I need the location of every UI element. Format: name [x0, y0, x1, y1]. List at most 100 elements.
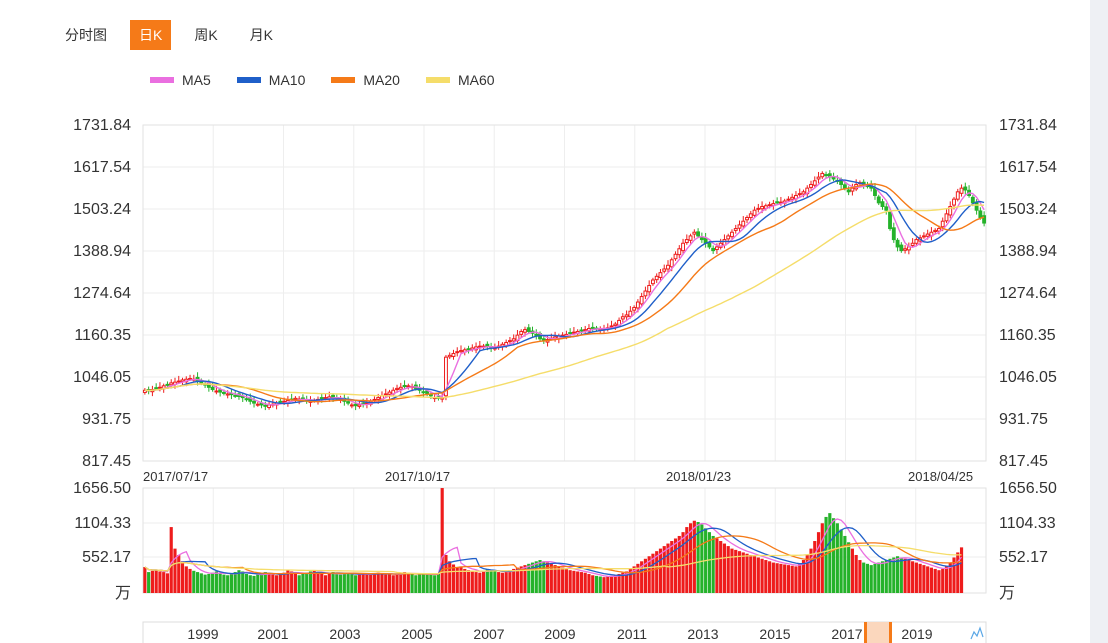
- volume-ma20-line: [144, 535, 962, 575]
- candle-body: [752, 209, 757, 216]
- volume-bar: [786, 565, 791, 593]
- volume-pane-border: [142, 487, 987, 594]
- price-tick-label-right: 1046.05: [999, 369, 1057, 386]
- volume-bar: [421, 573, 425, 593]
- volume-bar: [926, 566, 930, 593]
- candle-body: [526, 327, 531, 332]
- price-tick-label-right: 931.75: [999, 411, 1048, 428]
- volume-bar: [636, 563, 640, 593]
- volume-bar: [568, 570, 572, 593]
- candle-body: [816, 176, 821, 180]
- volume-bar: [451, 564, 456, 593]
- volume-bar: [527, 563, 531, 593]
- candle-body: [459, 350, 463, 353]
- volume-bar: [211, 572, 215, 593]
- volume-bar: [256, 574, 260, 593]
- volume-bar: [692, 520, 696, 593]
- volume-bar: [828, 513, 832, 593]
- candle-body: [632, 307, 637, 311]
- volume-bar: [418, 574, 422, 593]
- volume-bar: [745, 553, 749, 593]
- navigator-year-label: 2007: [473, 626, 504, 642]
- price-tick-label-left: 1274.64: [73, 285, 131, 302]
- tab-monthly-k[interactable]: 月K: [249, 27, 274, 43]
- candle-body: [252, 400, 256, 404]
- volume-bar: [406, 572, 410, 593]
- candle-body: [790, 196, 795, 200]
- volume-bar: [143, 567, 147, 593]
- volume-bar: [241, 571, 245, 593]
- volume-bar: [685, 527, 689, 593]
- volume-bar: [715, 538, 719, 593]
- navigator-year-label: 2015: [759, 626, 790, 642]
- volume-tick-label-left: 1656.50: [73, 480, 131, 497]
- volume-bar: [463, 568, 467, 593]
- volume-bar: [598, 576, 602, 593]
- legend-ma10-label: MA10: [268, 72, 306, 88]
- candle-body: [933, 229, 938, 233]
- candle-body: [711, 247, 716, 252]
- tab-daily-k[interactable]: 日K: [130, 20, 172, 50]
- volume-bar: [760, 558, 764, 593]
- navigator-year-label: 2013: [687, 626, 718, 642]
- volume-bar: [350, 573, 354, 593]
- legend-ma10-swatch: [236, 77, 261, 83]
- price-tick-label-left: 1388.94: [73, 243, 131, 260]
- volume-bar: [293, 573, 297, 593]
- candle-body: [775, 201, 780, 204]
- volume-bar: [662, 546, 666, 593]
- volume-bar: [914, 562, 918, 593]
- candle-body: [760, 206, 765, 210]
- volume-bar: [323, 575, 328, 593]
- price-tick-label-left: 1731.84: [73, 117, 131, 134]
- volume-bar: [515, 567, 520, 593]
- volume-bar: [952, 557, 956, 593]
- volume-bar: [162, 572, 166, 593]
- volume-bar: [632, 566, 636, 593]
- volume-bar: [331, 572, 335, 593]
- volume-bar: [267, 573, 271, 593]
- navigator-handle-left: [864, 622, 867, 643]
- navigator-year-label: 2001: [257, 626, 288, 642]
- volume-bar: [956, 552, 960, 593]
- tab-weekly-k[interactable]: 周K: [194, 27, 218, 43]
- volume-bar: [655, 551, 659, 593]
- volume-bar: [346, 572, 350, 593]
- volume-bar: [594, 575, 599, 593]
- candle-body: [937, 228, 941, 232]
- volume-bar: [557, 566, 561, 593]
- tab-timeshare[interactable]: 分时图: [65, 27, 107, 43]
- candle-body: [282, 400, 287, 403]
- volume-bar: [538, 560, 542, 593]
- volume-bar: [282, 572, 286, 593]
- price-tick-label-left: 1046.05: [73, 369, 131, 386]
- candle-body: [613, 323, 618, 327]
- candle-body: [846, 189, 851, 193]
- volume-bar: [801, 560, 806, 593]
- navigator-year-label: 2017: [831, 626, 862, 642]
- candle-body: [786, 198, 791, 201]
- ma-legend: MA5 MA10 MA20 MA60: [150, 72, 521, 88]
- candle-body: [741, 220, 746, 227]
- volume-bar: [237, 570, 241, 593]
- volume-bar: [482, 570, 486, 593]
- candle-body: [165, 383, 170, 386]
- candle-body: [684, 239, 689, 244]
- volume-bar: [301, 573, 305, 593]
- candle-body: [745, 217, 749, 221]
- candle-body: [406, 385, 411, 388]
- volume-bar: [342, 573, 346, 593]
- candle-body: [620, 316, 625, 320]
- candle-body: [635, 301, 640, 309]
- volume-bar: [651, 553, 655, 593]
- volume-bar: [195, 572, 200, 593]
- price-pane-border: [142, 124, 987, 462]
- volume-bar: [895, 556, 900, 593]
- volume-bar: [184, 566, 188, 593]
- volume-bar: [248, 575, 252, 593]
- candle-body: [801, 191, 806, 195]
- volume-bar: [587, 573, 591, 593]
- candle-body: [809, 183, 813, 188]
- candle-body: [820, 172, 825, 178]
